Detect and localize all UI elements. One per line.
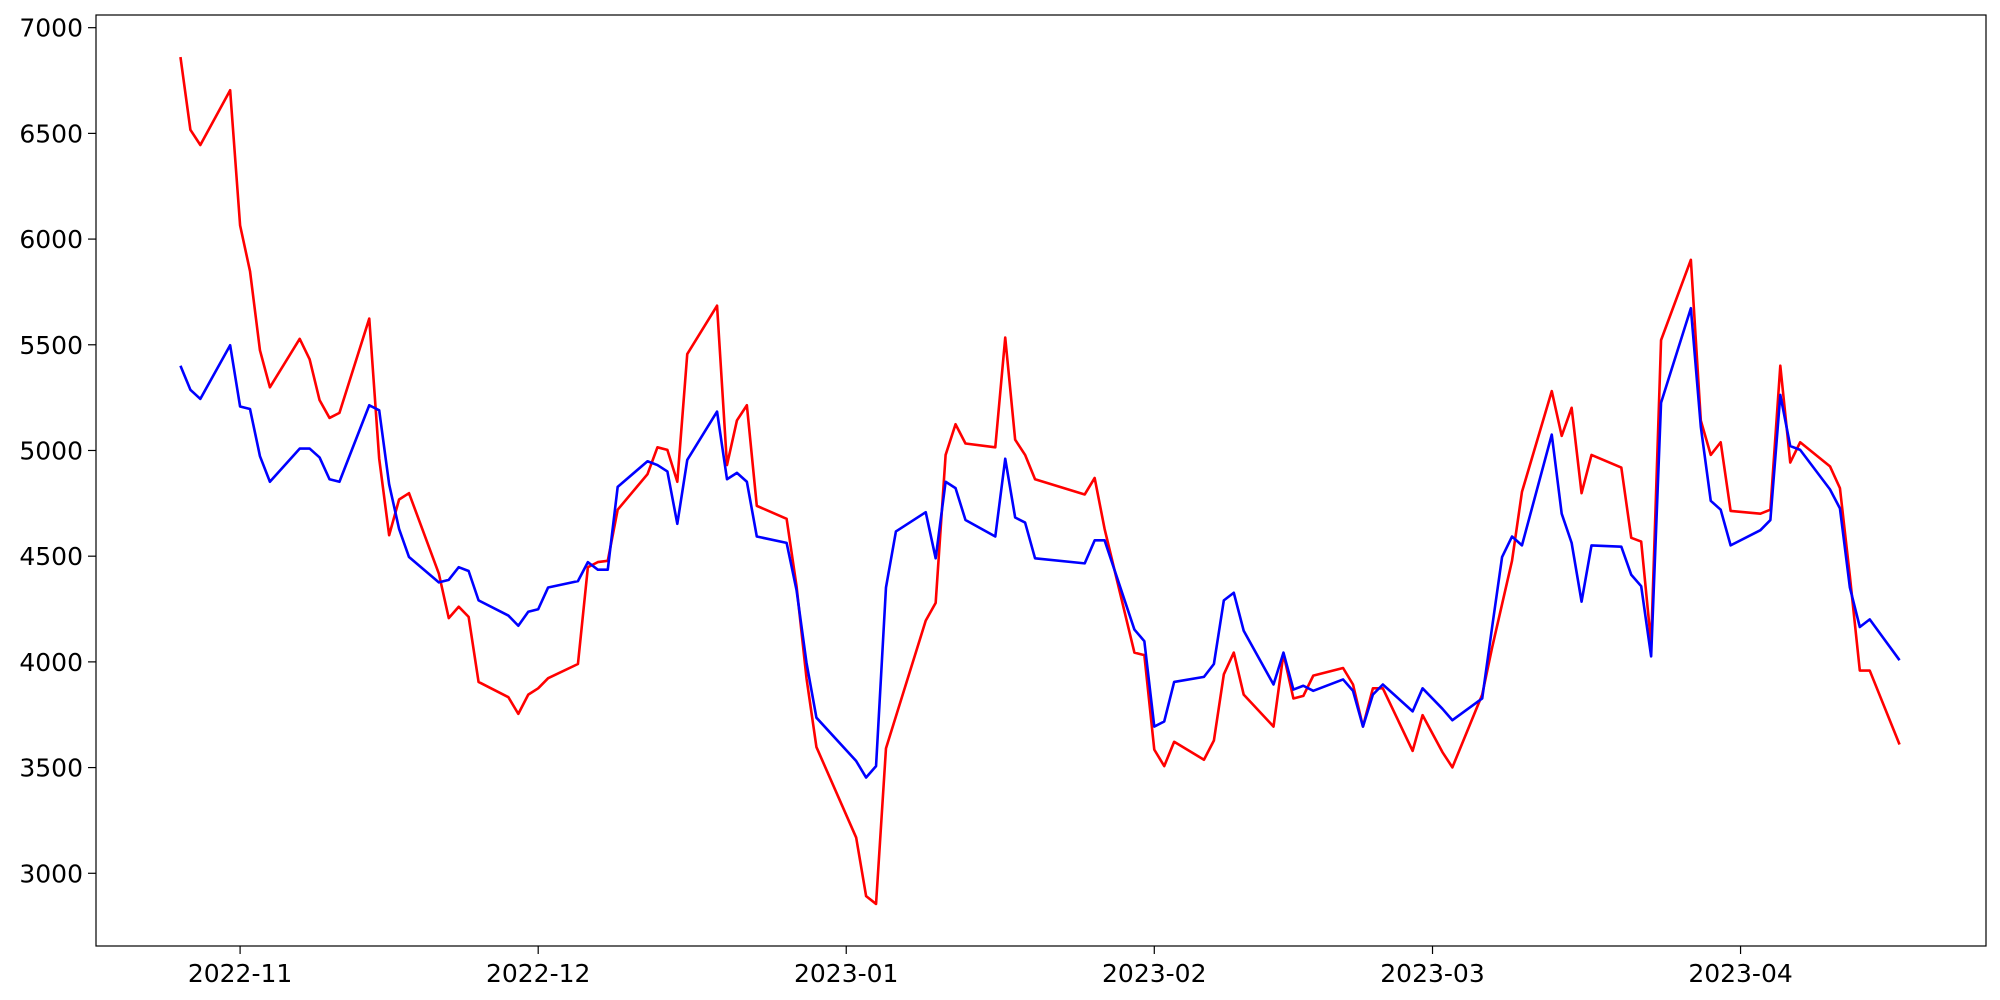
plot-frame xyxy=(95,14,1987,947)
x-tick-label: 2023-02 xyxy=(1102,959,1206,988)
x-tick-label: 2023-04 xyxy=(1688,959,1792,988)
series-line xyxy=(179,306,1901,779)
x-tick-label: 2022-11 xyxy=(188,959,292,988)
y-tick-label: 4000 xyxy=(19,648,83,677)
x-tick-label: 2023-03 xyxy=(1380,959,1484,988)
y-tick-label: 6500 xyxy=(19,119,83,148)
y-tick-label: 3000 xyxy=(19,859,83,888)
y-tick-label: 4500 xyxy=(19,542,83,571)
y-tick-label: 3500 xyxy=(19,754,83,783)
y-tick-label: 6000 xyxy=(19,225,83,254)
x-tick-label: 2022-12 xyxy=(486,959,590,988)
series-line xyxy=(179,56,1901,906)
x-tick-label: 2023-01 xyxy=(794,959,898,988)
y-tick-label: 7000 xyxy=(19,14,83,43)
y-tick-label: 5500 xyxy=(19,331,83,360)
y-tick-label: 5000 xyxy=(19,436,83,465)
